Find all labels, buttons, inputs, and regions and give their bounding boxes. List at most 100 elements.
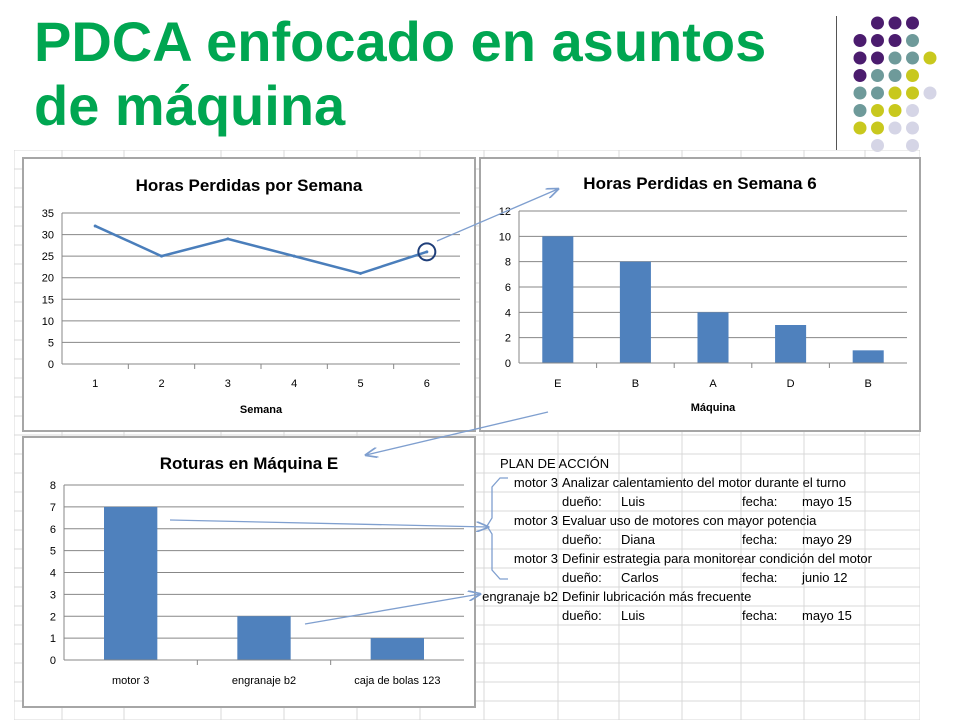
y-tick-label: 2 [50,611,56,623]
x-tick-label: 6 [424,378,430,390]
dot-yellow [853,121,867,135]
plan-machine: motor 3 [513,513,558,528]
y-tick-label: 8 [50,480,56,492]
dot-purple [871,51,884,65]
series-line [94,224,428,275]
plan-machine: engranaje b2 [482,589,558,604]
y-tick-label: 7 [50,502,56,514]
x-tick-label: 2 [158,378,164,390]
y-tick-label: 25 [42,251,54,263]
data-point-1 [93,224,97,228]
dot-yellow [906,86,919,100]
bar-caja-de-bolas-123 [370,638,424,660]
dot-yellow [871,121,884,135]
y-tick-label: 2 [505,333,511,345]
bar-D [775,325,807,363]
dot-purple [888,16,902,30]
y-tick-label: 12 [499,206,511,218]
y-tick-label: 0 [48,359,54,371]
dot-purple [871,16,884,30]
y-tick-label: 6 [505,282,511,294]
dot-yellow [888,86,902,100]
bar-A [697,312,729,363]
dot-yellow [871,104,884,117]
y-tick-label: 1 [50,633,56,645]
slide-title: PDCA enfocado en asuntos de máquina [34,10,767,137]
plan-date-label: fecha: [742,570,778,585]
plan-owner-label: dueño: [562,608,602,623]
bar-B [852,350,884,363]
y-tick-label: 10 [42,316,54,328]
x-tick-label: B [632,378,639,390]
decorative-dot-grid [853,16,937,152]
data-point-3 [226,237,230,241]
y-tick-label: 5 [50,546,56,558]
x-tick-label: B [865,378,872,390]
plan-action: Definir lubricación más frecuente [562,589,752,604]
chart-week6-lost-hours: Horas Perdidas en Semana 6 0 2 4 6 8 10 12 E B A D B… [479,157,921,432]
chart-title: Horas Perdidas en Semana 6 [583,174,816,193]
x-tick-label: 3 [225,378,231,390]
y-tick-label: 30 [42,230,54,242]
plan-date-label: fecha: [742,608,778,623]
bar-motor-3 [104,506,158,660]
plan-action: Evaluar uso de motores con mayor potenci… [562,513,817,528]
dot-teal [906,34,919,47]
dot-teal [888,51,902,65]
plan-date: mayo 15 [802,494,852,509]
chart-title: Roturas en Máquina E [160,454,339,473]
plan-owner: Carlos [621,570,659,585]
plan-action: Analizar calentamiento del motor durante… [562,475,846,490]
dot-teal [871,86,884,100]
dot-yellow [888,104,902,117]
dot-lavender [906,121,919,135]
y-tick-label: 10 [499,231,511,243]
bar-B [619,261,651,363]
chart-weekly-lost-hours: Horas Perdidas por Semana 0 5 10 15 20 25 30 35 1… [22,157,476,432]
data-point-2 [160,254,163,258]
plan-owner: Diana [621,532,655,547]
dot-lavender [923,86,937,100]
dot-lavender [906,139,919,152]
plan-date-label: fecha: [742,532,778,547]
x-tick-label: motor 3 [112,675,149,687]
dot-teal [871,69,884,82]
y-tick-label: 0 [50,655,56,667]
y-tick-label: 35 [42,208,54,220]
plan-date: junio 12 [802,570,848,585]
x-axis-label: Máquina [691,402,736,414]
x-tick-label: A [709,378,717,390]
x-tick-label: D [787,378,795,390]
y-tick-label: 15 [42,294,54,306]
x-tick-label: engranaje b2 [232,675,296,687]
y-tick-label: 4 [50,568,56,580]
plan-date-label: fecha: [742,494,778,509]
plan-action: Definir estrategia para monitorear condi… [562,551,872,566]
plan-machine: motor 3 [513,551,558,566]
y-tick-label: 20 [42,273,54,285]
plan-machine: motor 3 [513,475,558,490]
dot-purple [871,34,884,47]
highlight-circle [417,242,437,262]
x-tick-label: 1 [92,378,98,390]
data-point-4 [292,254,296,258]
bar-E [542,236,574,363]
y-tick-label: 5 [48,337,54,349]
title-divider [836,16,837,150]
x-tick-label: 4 [291,378,297,390]
y-tick-label: 0 [505,358,511,370]
dot-teal [888,69,902,82]
y-tick-label: 3 [50,589,56,601]
x-tick-label: caja de bolas 123 [354,675,440,687]
chart-title: Horas Perdidas por Semana [136,176,363,195]
dot-lavender [888,121,902,135]
dot-purple [853,51,867,65]
plan-owner-label: dueño: [562,494,602,509]
plan-date: mayo 15 [802,608,852,623]
dot-purple [853,69,867,82]
x-tick-label: 5 [357,378,363,390]
x-tick-label: E [554,378,561,390]
dot-purple [906,16,919,30]
dot-teal [853,104,867,117]
y-tick-label: 4 [505,307,511,319]
